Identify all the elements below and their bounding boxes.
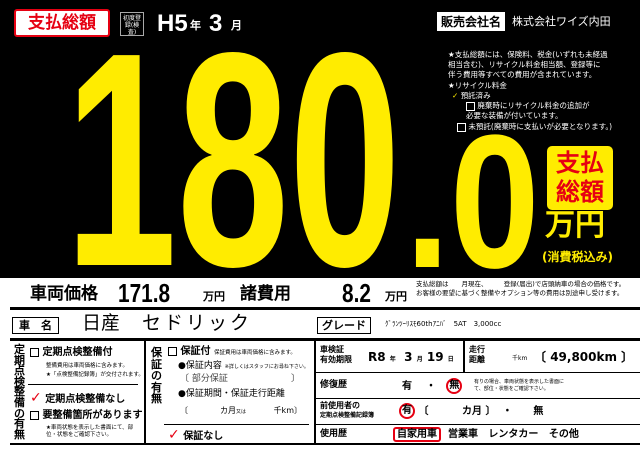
car-name-label: 車 名 <box>12 317 59 334</box>
fees-note: 支払総額は 月現在、 登録(届出)で店頭納車の場合の価格です。お客様の要望に基づ… <box>416 280 626 297</box>
recycle-not-checkbox[interactable] <box>457 122 466 132</box>
shaken-year-unit: 年 <box>389 356 396 363</box>
shaken-label-2: 有効期限 <box>320 355 352 364</box>
car-model: セドリック <box>142 312 253 334</box>
year-unit: 年 <box>190 20 201 32</box>
inspection-with-checkbox[interactable] <box>30 347 39 357</box>
inspection-title: 定期点検整備の有無 <box>14 343 25 441</box>
inspection-needs-label: 要整備箇所があります <box>42 410 143 421</box>
mileage-label-1: 走行 <box>469 345 485 354</box>
grade: ｸﾞﾗﾝﾂｰﾘｽﾓ60thｱﾆﾊﾞ 5AT 3,000cc <box>385 320 502 328</box>
fees-unit: 万円 <box>385 290 407 303</box>
prev-record-no[interactable]: 無 <box>533 406 544 417</box>
inspection-without-checkmark[interactable]: ✓ <box>30 390 42 406</box>
warranty-with-note: 保証費用は車両価格に含みます。 <box>213 350 296 356</box>
seller-name: 株式会社ワイズ内田 <box>512 15 611 28</box>
recycle-not: 未預託(廃棄時に支払いが必要となります。) <box>468 122 613 131</box>
prev-owner-label-1: 前使用者の <box>320 401 360 410</box>
vehicle-price-label: 車両価格 <box>30 284 98 304</box>
warranty-content[interactable]: 部分保証 <box>191 374 228 384</box>
usage-other[interactable]: その他 <box>548 429 579 440</box>
mileage-label-2: 距離 <box>469 355 485 364</box>
recycle-deposited: 預託済み <box>460 91 491 100</box>
shaken-day: 19 <box>426 350 444 364</box>
inspection-needs-note: ★車両状態を表示した書面にて、部位・状態をご確認下さい。 <box>46 425 134 438</box>
shaken-month-unit: 月 <box>416 356 423 363</box>
recycle-extra-checkbox[interactable] <box>466 101 475 111</box>
repair-no-selected[interactable]: 無 <box>446 378 463 394</box>
vehicle-price-unit: 万円 <box>203 290 225 303</box>
warranty-period-label: ●保証期間・保証走行距離 <box>178 389 285 399</box>
inspection-with-label: 定期点検整備付 <box>42 347 113 358</box>
warranty-content-label: ●保証内容 <box>178 361 222 371</box>
inspection-note-2: ★「点検整備記録簿」が交付されます。 <box>46 372 144 378</box>
prev-record-yes-selected[interactable]: 有 <box>399 403 415 419</box>
fees-label: 諸費用 <box>240 284 291 304</box>
total-price-integer: 180 <box>65 0 401 330</box>
total-badge: 支払総額 <box>14 9 110 37</box>
total-price-decimal: .0 <box>405 96 540 308</box>
total-note: ★支払総額には、保険料、税金(いずれも未経過相当含む)、リサイクル料金相当額、登… <box>448 50 608 79</box>
inspection-without-label: 定期点検整備なし <box>45 394 126 405</box>
check-icon: ✓ <box>452 91 459 100</box>
warranty-km-unit: 千km <box>273 406 294 415</box>
warranty-with-checkbox[interactable] <box>168 346 177 356</box>
shaken-era: R8 <box>368 350 386 364</box>
recycle-extra: 廃棄時にリサイクル料金の追加が必要な装備が付いています。 <box>466 101 590 120</box>
repair-label: 修復歴 <box>320 380 348 390</box>
first-registration-label: 初度登録(検査) <box>120 12 144 36</box>
warranty-months-unit: カ月 <box>220 406 236 415</box>
mileage-unit: 千km <box>512 355 528 362</box>
mileage: 49,800km <box>550 350 617 364</box>
total-price: 180.0 <box>65 0 545 330</box>
inspection-note-1: 整備費用は車両価格に含みます。 <box>46 363 128 369</box>
warranty-content-note: ※詳しくはスタッフにお尋ね下さい。 <box>224 364 309 370</box>
separator: ・ <box>425 381 436 392</box>
warranty-or: 又は <box>236 409 247 415</box>
separator: ・ <box>502 406 513 417</box>
tax-included: (消費税込み) <box>542 250 613 264</box>
shaken-day-unit: 日 <box>447 356 454 363</box>
warranty-title: 保証の有無 <box>151 346 162 405</box>
price-card-header <box>0 0 640 278</box>
reg-month: 3 <box>209 10 223 37</box>
inspection-needs-checkbox[interactable] <box>30 410 39 420</box>
month-unit: 月 <box>231 20 242 32</box>
shaken-label-1: 車検証 <box>320 345 344 354</box>
seller-label: 販売会社名 <box>437 12 506 31</box>
warranty-without-label: 保証なし <box>183 431 224 442</box>
warranty-without-checkmark[interactable]: ✓ <box>168 427 180 443</box>
usage-commercial[interactable]: 営業車 <box>447 429 478 440</box>
usage-label: 使用歴 <box>320 429 348 439</box>
usage-private-selected[interactable]: 自家用車 <box>393 427 441 442</box>
reg-era-year: H5 <box>157 10 188 37</box>
repair-yes[interactable]: 有 <box>402 381 412 392</box>
recycle-title: ★リサイクル料金 <box>448 81 507 90</box>
total-stamp: 支払 総額 <box>547 146 613 210</box>
usage-rental[interactable]: レンタカー <box>488 429 539 440</box>
grade-label: グレード <box>317 317 371 334</box>
shaken-month: 3 <box>404 350 413 364</box>
fees: 8.2 <box>342 278 371 308</box>
prev-owner-label-2: 定期点検整備記録簿 <box>320 412 375 419</box>
prev-months-unit: カ月 <box>461 406 482 417</box>
repair-note: 有りの場合、車両状態を表示した書面にて、部位・状態をご確認下さい。 <box>474 379 565 392</box>
price-unit: 万円 <box>545 208 605 243</box>
vehicle-price: 171.8 <box>118 278 171 308</box>
car-maker: 日産 <box>82 312 121 334</box>
warranty-with-label: 保証付 <box>180 346 211 357</box>
